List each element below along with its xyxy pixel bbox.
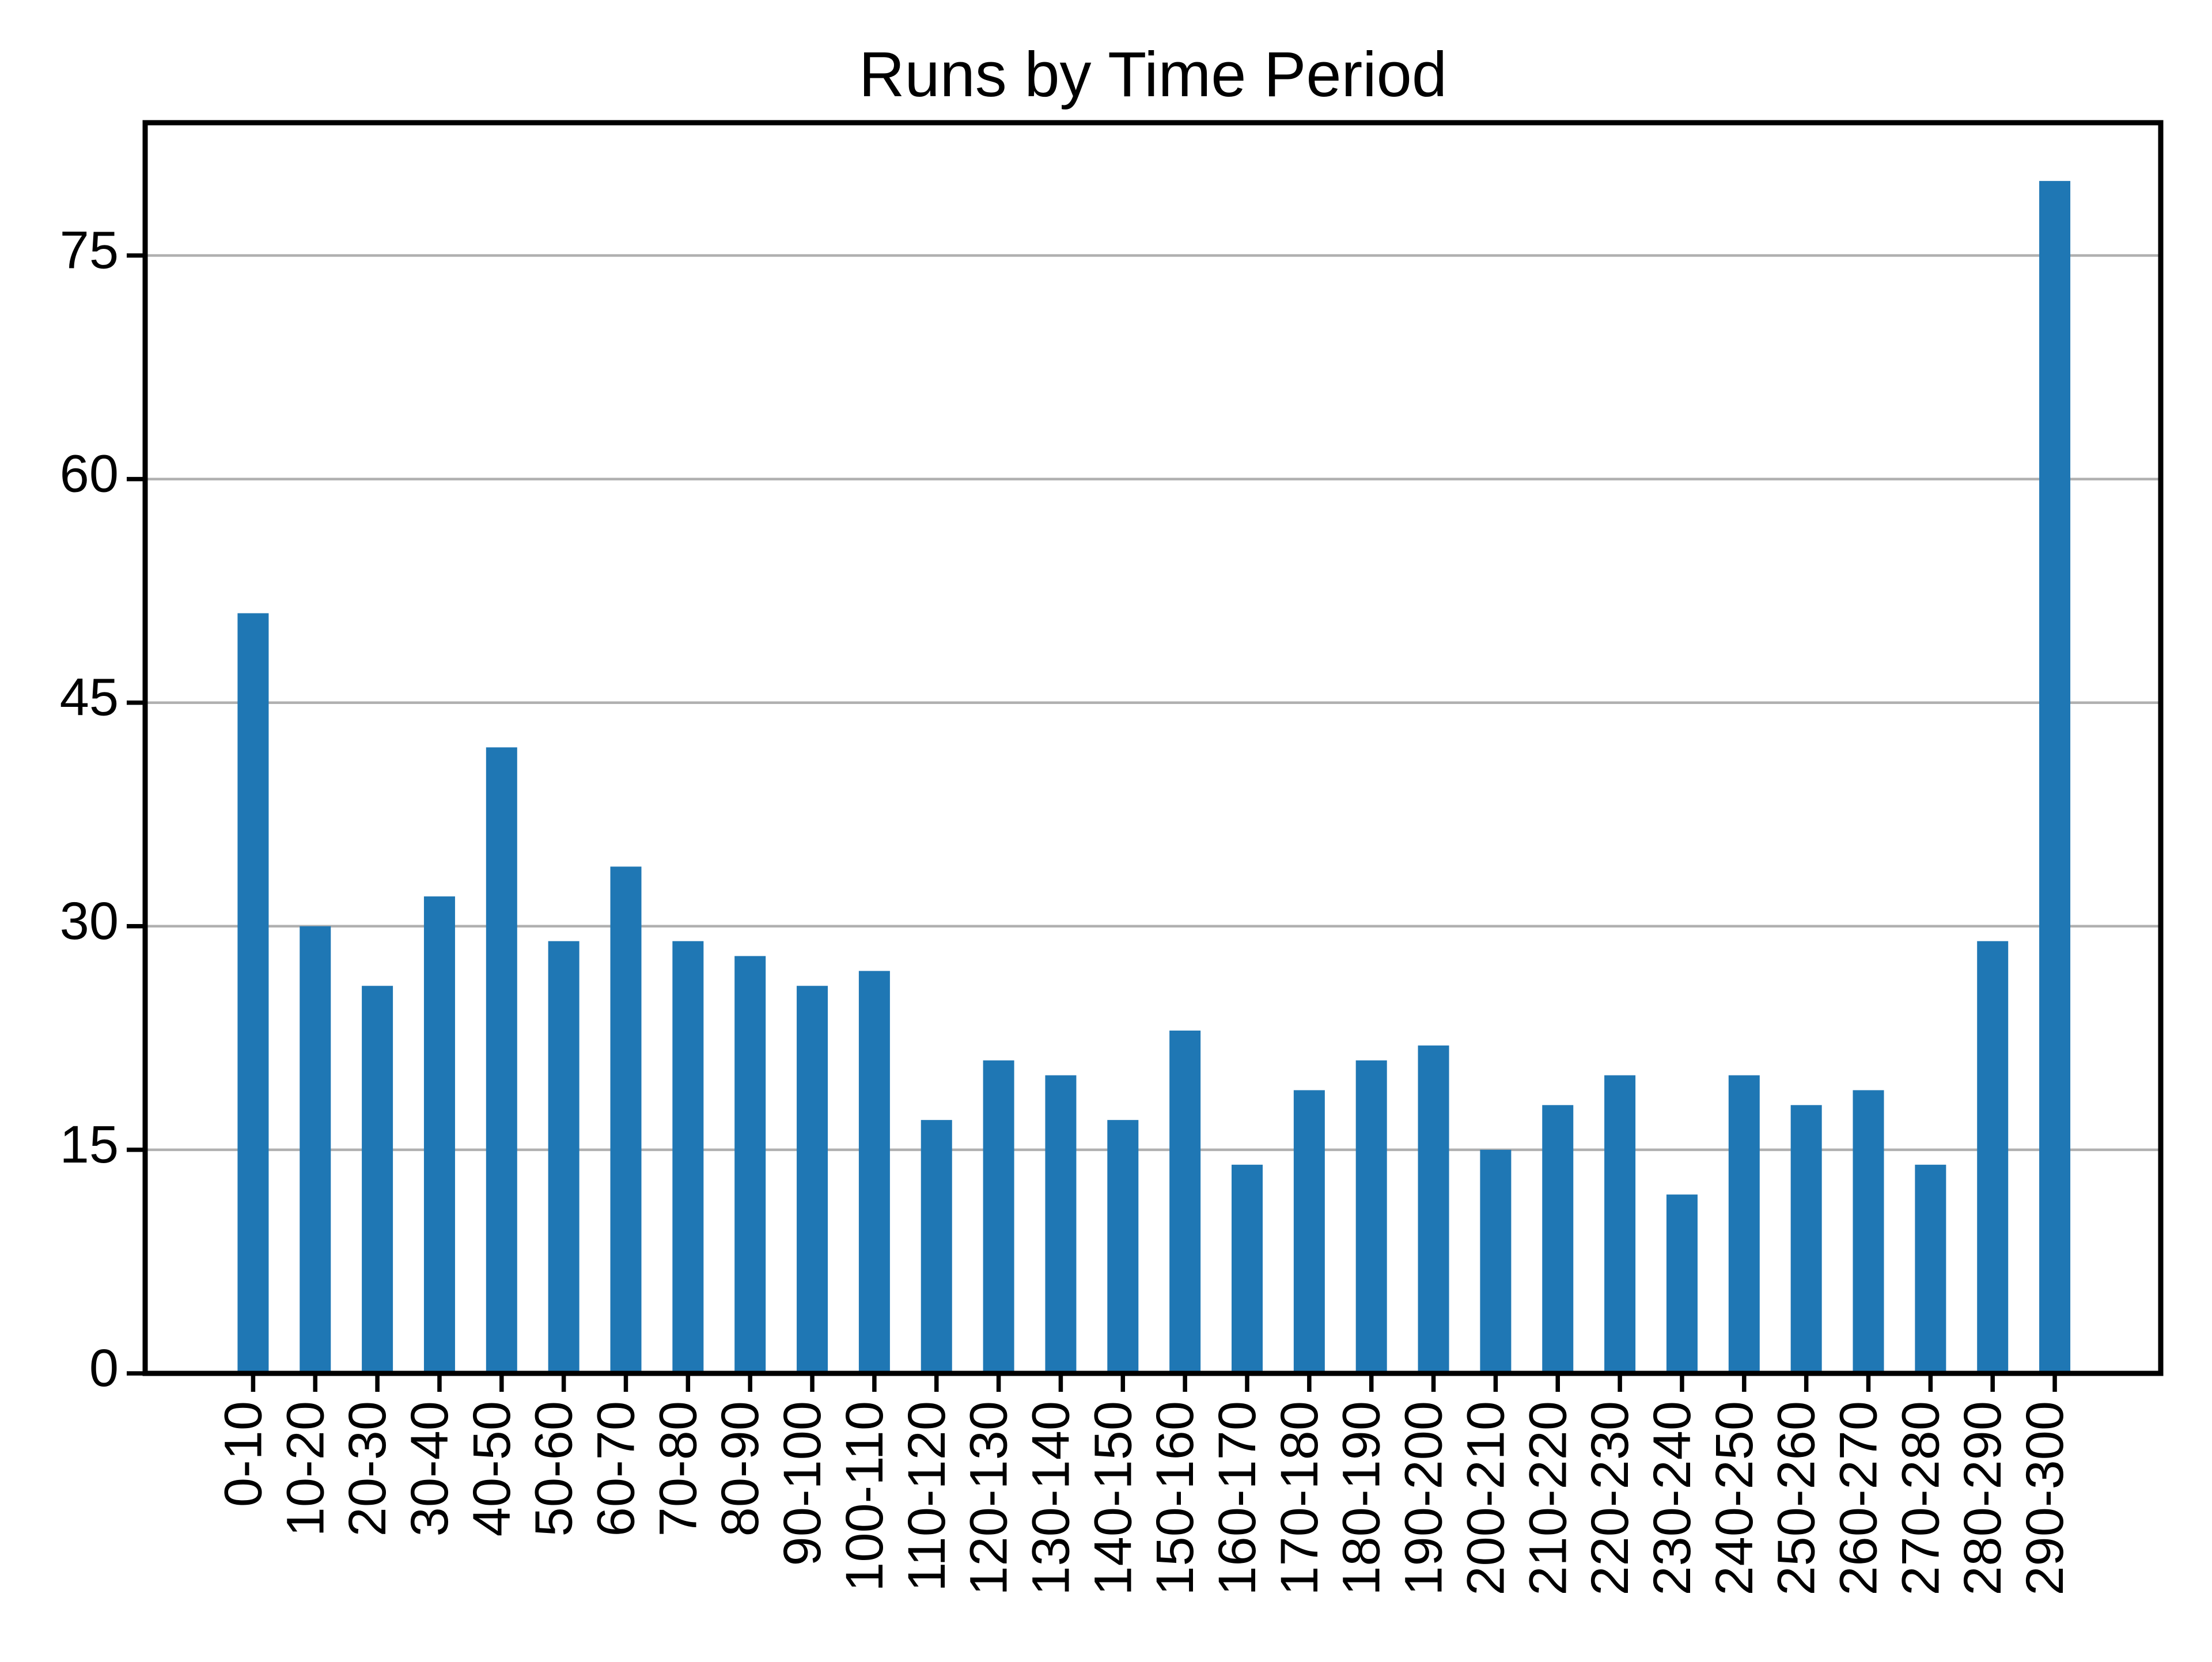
svg-text:60-70: 60-70: [587, 1401, 646, 1536]
svg-text:160-170: 160-170: [1208, 1401, 1267, 1596]
svg-text:20-30: 20-30: [338, 1401, 397, 1536]
svg-text:100-110: 100-110: [835, 1401, 894, 1592]
svg-text:15: 15: [60, 1115, 119, 1174]
svg-text:50-60: 50-60: [525, 1401, 584, 1536]
svg-text:280-290: 280-290: [1953, 1401, 2012, 1596]
svg-text:190-200: 190-200: [1395, 1401, 1453, 1596]
svg-text:30: 30: [60, 892, 119, 951]
svg-text:0-10: 0-10: [214, 1401, 272, 1507]
svg-text:290-300: 290-300: [2016, 1401, 2074, 1596]
svg-text:120-130: 120-130: [960, 1401, 1018, 1596]
svg-text:140-150: 140-150: [1084, 1401, 1142, 1596]
svg-text:220-230: 220-230: [1581, 1401, 1639, 1596]
svg-text:70-80: 70-80: [649, 1401, 707, 1536]
svg-text:200-210: 200-210: [1456, 1401, 1515, 1596]
svg-text:130-140: 130-140: [1021, 1401, 1080, 1596]
svg-text:180-190: 180-190: [1332, 1401, 1391, 1596]
svg-text:170-180: 170-180: [1270, 1401, 1329, 1596]
svg-text:230-240: 230-240: [1643, 1401, 1702, 1596]
svg-text:60: 60: [60, 445, 119, 503]
svg-text:270-280: 270-280: [1891, 1401, 1950, 1596]
svg-text:0: 0: [89, 1339, 119, 1398]
svg-text:260-270: 260-270: [1830, 1401, 1888, 1596]
svg-text:Runs by Time Period: Runs by Time Period: [859, 39, 1447, 110]
svg-text:210-220: 210-220: [1518, 1401, 1577, 1596]
svg-text:10-20: 10-20: [276, 1401, 335, 1536]
svg-text:75: 75: [60, 221, 119, 280]
svg-text:80-90: 80-90: [711, 1401, 770, 1536]
svg-text:40-50: 40-50: [463, 1401, 521, 1536]
svg-text:240-250: 240-250: [1705, 1401, 1764, 1596]
svg-text:30-40: 30-40: [400, 1401, 459, 1536]
svg-text:250-260: 250-260: [1767, 1401, 1826, 1596]
svg-text:45: 45: [60, 668, 119, 727]
svg-text:150-160: 150-160: [1146, 1401, 1205, 1596]
svg-text:90-100: 90-100: [773, 1401, 832, 1566]
svg-text:110-120: 110-120: [897, 1401, 956, 1592]
